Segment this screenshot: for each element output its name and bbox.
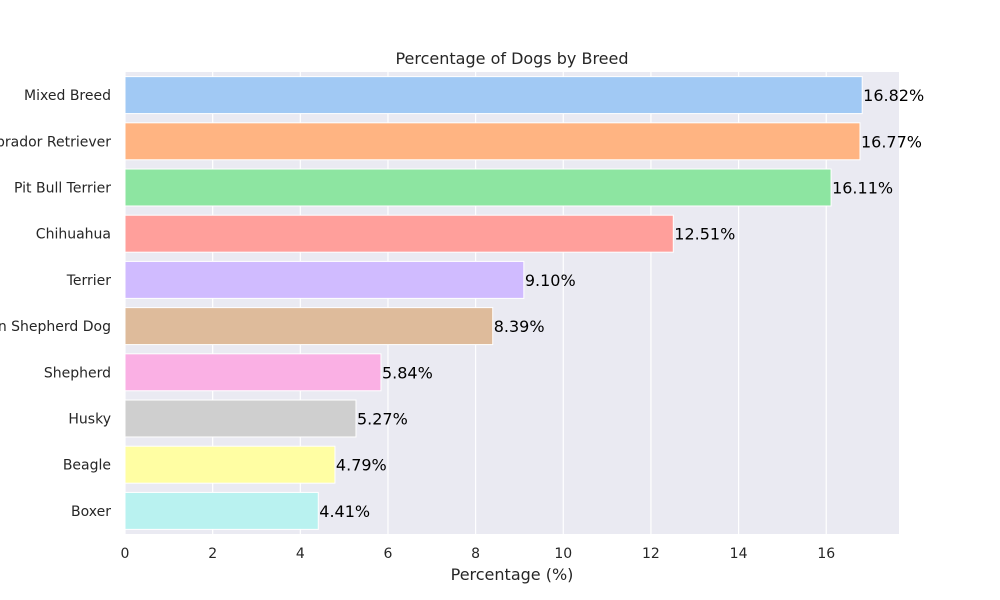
bar bbox=[124, 307, 494, 346]
data-label: 9.10% bbox=[525, 271, 576, 290]
x-tick-labels: 0 2 4 6 8 10 12 14 16 bbox=[121, 546, 836, 562]
data-label: 4.79% bbox=[336, 456, 387, 475]
category-labels: Mixed Breed Labrador Retriever Pit Bull Te… bbox=[0, 88, 111, 520]
bar bbox=[124, 76, 863, 115]
category-label: German Shepherd Dog bbox=[0, 319, 111, 335]
data-label: 8.39% bbox=[494, 317, 545, 336]
x-axis-title: Percentage (%) bbox=[451, 565, 574, 584]
x-tick-label: 12 bbox=[642, 546, 660, 562]
x-tick-label: 0 bbox=[121, 546, 130, 562]
chart-title: Percentage of Dogs by Breed bbox=[395, 49, 628, 68]
data-label: 16.11% bbox=[832, 179, 893, 198]
x-tick-label: 8 bbox=[471, 546, 480, 562]
data-label: 16.82% bbox=[863, 86, 924, 105]
bar bbox=[124, 491, 319, 530]
category-label: Mixed Breed bbox=[24, 88, 111, 104]
bar bbox=[124, 399, 357, 438]
data-label: 4.41% bbox=[319, 502, 370, 521]
category-label: Beagle bbox=[63, 458, 111, 474]
bar bbox=[124, 260, 525, 299]
category-label: Husky bbox=[68, 412, 111, 428]
x-tick-label: 2 bbox=[208, 546, 217, 562]
data-label: 5.27% bbox=[357, 410, 408, 429]
category-label: Chihuahua bbox=[36, 227, 111, 243]
x-tick-label: 14 bbox=[730, 546, 748, 562]
data-label: 16.77% bbox=[861, 132, 922, 151]
bar bbox=[124, 122, 861, 161]
data-label: 12.51% bbox=[674, 225, 735, 244]
category-label: Boxer bbox=[71, 504, 111, 520]
bar bbox=[124, 353, 382, 392]
x-tick-label: 6 bbox=[384, 546, 393, 562]
category-label: Terrier bbox=[66, 273, 112, 289]
bar bbox=[124, 214, 674, 253]
category-label: Labrador Retriever bbox=[0, 134, 111, 150]
category-label: Pit Bull Terrier bbox=[14, 181, 111, 197]
bar bbox=[124, 445, 336, 484]
bar bbox=[124, 168, 832, 207]
bars bbox=[124, 76, 863, 530]
category-label: Shepherd bbox=[44, 365, 111, 381]
x-tick-label: 16 bbox=[817, 546, 835, 562]
x-tick-label: 10 bbox=[554, 546, 572, 562]
x-tick-label: 4 bbox=[296, 546, 305, 562]
data-labels: 16.82% 16.77% 16.11% 12.51% 9.10% 8.39% 5.84% 5… bbox=[319, 86, 924, 521]
data-label: 5.84% bbox=[382, 363, 433, 382]
